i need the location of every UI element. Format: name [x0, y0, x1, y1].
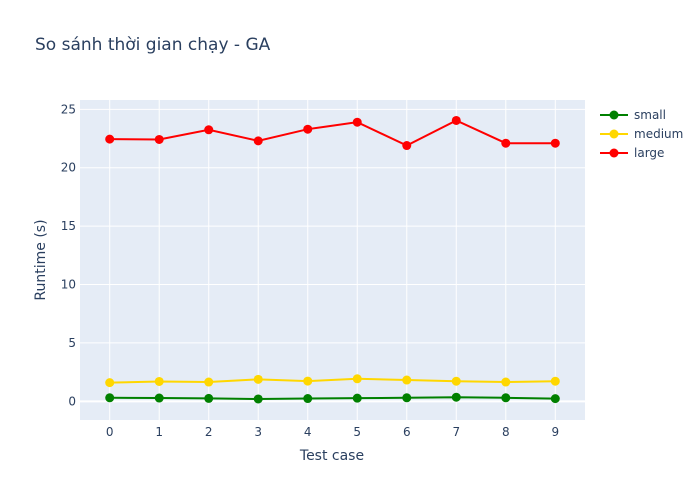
data-point-medium[interactable] — [253, 374, 263, 384]
data-point-medium[interactable] — [402, 375, 412, 385]
series-medium — [105, 374, 560, 388]
data-point-medium[interactable] — [352, 374, 362, 384]
legend-marker — [609, 148, 619, 158]
x-tick-label: 5 — [353, 425, 361, 439]
data-point-small[interactable] — [154, 393, 164, 403]
data-point-large[interactable] — [105, 134, 115, 144]
x-tick-label: 1 — [155, 425, 163, 439]
chart-title: So sánh thời gian chạy - GA — [35, 35, 271, 55]
y-tick-label: 10 — [61, 278, 76, 292]
data-point-large[interactable] — [550, 138, 560, 148]
data-point-medium[interactable] — [105, 378, 115, 388]
data-point-small[interactable] — [501, 393, 511, 403]
data-point-large[interactable] — [154, 134, 164, 144]
data-point-large[interactable] — [402, 141, 412, 151]
y-axis-ticks: 0 5 10 15 20 25 — [61, 102, 76, 408]
series-line-medium — [109, 377, 556, 384]
data-point-medium[interactable] — [204, 377, 214, 387]
y-tick-label: 5 — [68, 336, 76, 350]
data-point-small[interactable] — [253, 394, 263, 404]
data-point-medium[interactable] — [303, 376, 313, 386]
data-point-medium[interactable] — [501, 377, 511, 387]
x-tick-label: 9 — [551, 425, 559, 439]
x-axis-title: Test case — [299, 448, 364, 464]
x-tick-label: 4 — [304, 425, 312, 439]
legend-marker — [609, 110, 619, 120]
plot-area — [80, 100, 585, 420]
legend-marker — [609, 129, 619, 139]
legend-item-large[interactable]: large — [600, 146, 664, 160]
data-point-large[interactable] — [303, 124, 313, 134]
data-point-large[interactable] — [451, 115, 461, 125]
legend-label: large — [634, 146, 664, 160]
x-axis-ticks: 0 1 2 3 4 5 6 7 8 9 — [106, 425, 559, 439]
x-tick-label: 6 — [403, 425, 411, 439]
x-tick-label: 0 — [106, 425, 114, 439]
data-point-large[interactable] — [352, 117, 362, 127]
data-point-medium[interactable] — [451, 376, 461, 386]
y-tick-label: 15 — [61, 219, 76, 233]
y-tick-label: 20 — [61, 161, 76, 175]
legend-item-small[interactable]: small — [600, 108, 666, 122]
series-line-large — [109, 119, 556, 147]
data-point-small[interactable] — [105, 393, 115, 403]
data-point-large[interactable] — [501, 138, 511, 148]
legend-label: small — [634, 108, 666, 122]
x-tick-label: 3 — [254, 425, 262, 439]
legend-label: medium — [634, 127, 683, 141]
x-tick-label: 8 — [502, 425, 510, 439]
data-point-large[interactable] — [204, 125, 214, 135]
series-group — [105, 115, 560, 404]
data-point-small[interactable] — [451, 392, 461, 402]
legend[interactable]: small medium large — [600, 108, 683, 160]
y-axis-title: Runtime (s) — [33, 219, 49, 300]
series-small — [105, 392, 560, 404]
y-tick-label: 25 — [61, 102, 76, 116]
data-point-medium[interactable] — [550, 376, 560, 386]
legend-item-medium[interactable]: medium — [600, 127, 683, 141]
data-point-small[interactable] — [402, 393, 412, 403]
data-point-small[interactable] — [550, 394, 560, 404]
data-point-medium[interactable] — [154, 376, 164, 386]
grid-lines — [80, 100, 585, 420]
y-tick-label: 0 — [68, 394, 76, 408]
data-point-small[interactable] — [352, 393, 362, 403]
data-point-small[interactable] — [204, 393, 214, 403]
x-tick-label: 2 — [205, 425, 213, 439]
series-line-small — [109, 396, 556, 400]
data-point-small[interactable] — [303, 394, 313, 404]
series-large — [105, 115, 560, 151]
data-point-large[interactable] — [253, 136, 263, 146]
x-tick-label: 7 — [452, 425, 460, 439]
